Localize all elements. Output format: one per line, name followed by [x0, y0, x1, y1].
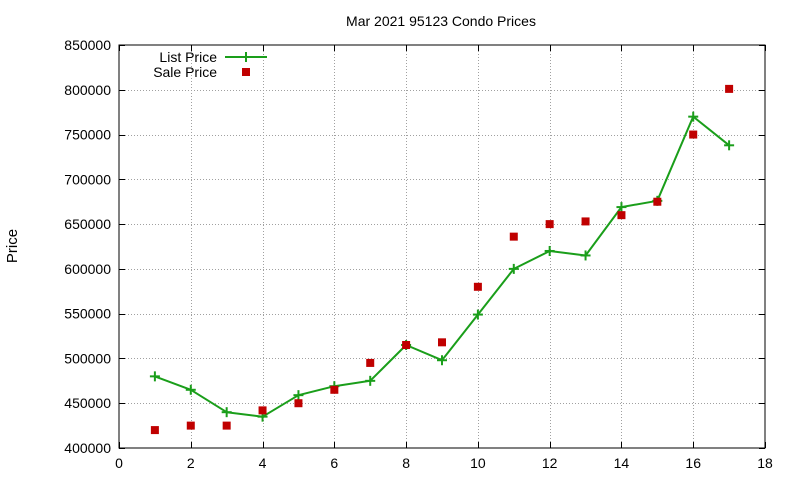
list-price-line [154, 115, 730, 418]
x-tick-label: 12 [542, 455, 558, 471]
list-price-point [472, 309, 483, 320]
list-price-point [293, 390, 304, 401]
legend-plus-marker [241, 52, 251, 62]
series-layer [149, 84, 735, 435]
y-axis-label: Price [4, 229, 21, 263]
series-1 [150, 84, 734, 435]
sale-price-point [725, 84, 734, 93]
list-price-point [365, 375, 376, 386]
sale-price-point [509, 232, 518, 241]
x-tick-label: 18 [757, 455, 773, 471]
plot-frame [118, 44, 766, 449]
list-price-point [616, 202, 627, 213]
sale-price-point [581, 217, 590, 226]
y-tick-label: 600000 [64, 261, 111, 277]
y-tick-label: 650000 [64, 216, 111, 232]
sale-price-point [330, 385, 339, 394]
sale-price-point [545, 220, 554, 229]
sale-price-point [653, 197, 662, 206]
y-axis-tick-labels: 400000 450000 500000 550000 600000 650000 7000… [64, 37, 111, 456]
list-price-point [688, 111, 699, 122]
sale-price-point [186, 421, 195, 430]
y-tick-label: 550000 [64, 306, 111, 322]
sale-price-point [473, 282, 482, 291]
list-price-point [437, 355, 447, 366]
sale-price-point [150, 426, 159, 435]
list-price-point [724, 140, 735, 151]
x-tick-label: 14 [614, 455, 630, 471]
sale-price-point [294, 399, 303, 408]
legend-label: Sale Price [153, 64, 217, 80]
x-tick-label: 6 [330, 455, 338, 471]
x-tick-label: 16 [685, 455, 701, 471]
list-price-point [149, 371, 160, 382]
grid-lines [119, 45, 765, 448]
x-tick-label: 10 [470, 455, 486, 471]
list-price-point [580, 250, 591, 261]
chart-title: Mar 2021 95123 Condo Prices [346, 13, 536, 29]
x-tick-label: 8 [402, 455, 410, 471]
sale-price-point [402, 341, 411, 350]
legend-square-marker [242, 68, 250, 76]
legend-label: List Price [159, 49, 217, 65]
x-tick-label: 4 [259, 455, 267, 471]
x-axis-tick-labels: 0 2 4 6 8 10 12 14 16 18 [115, 455, 773, 471]
sale-price-point [258, 406, 267, 415]
y-tick-label: 700000 [64, 171, 111, 187]
series-0 [149, 111, 735, 422]
list-price-point [508, 263, 519, 274]
sale-price-point [617, 211, 626, 220]
y-tick-label: 850000 [64, 37, 111, 53]
x-tick-label: 2 [187, 455, 195, 471]
y-tick-label: 750000 [64, 127, 111, 143]
y-tick-label: 500000 [64, 350, 111, 366]
sale-price-point [438, 338, 446, 347]
y-tick-label: 800000 [64, 82, 111, 98]
x-tick-label: 0 [115, 455, 123, 471]
sale-price-point [222, 421, 231, 430]
sale-price-point [366, 358, 375, 367]
list-price-point [185, 384, 196, 395]
list-price-point [221, 407, 232, 418]
list-price-point [544, 245, 555, 256]
y-tick-label: 400000 [64, 440, 111, 456]
y-tick-label: 450000 [64, 395, 111, 411]
axis-ticks [119, 45, 766, 449]
sale-price-point [689, 130, 698, 139]
